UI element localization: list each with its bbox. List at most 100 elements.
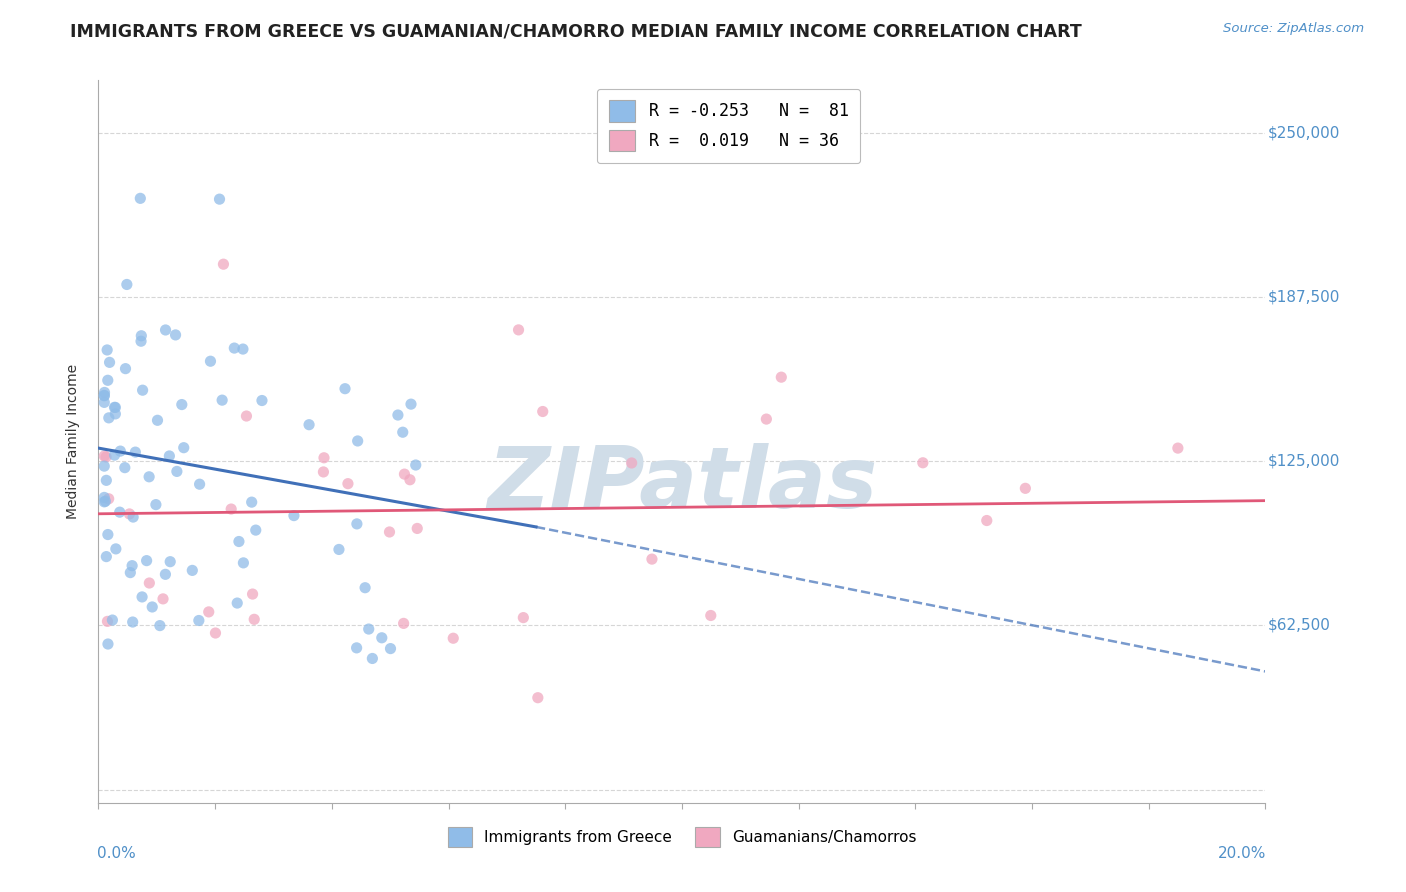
Point bbox=[122, 510, 145, 524]
Point bbox=[755, 412, 778, 426]
Point bbox=[131, 383, 153, 397]
Point bbox=[103, 401, 125, 415]
Point bbox=[96, 474, 118, 488]
Text: IMMIGRANTS FROM GREECE VS GUAMANIAN/CHAMORRO MEDIAN FAMILY INCOME CORRELATION CH: IMMIGRANTS FROM GREECE VS GUAMANIAN/CHAM… bbox=[70, 22, 1083, 40]
Point bbox=[228, 534, 250, 549]
Point bbox=[399, 473, 422, 487]
Point bbox=[620, 456, 643, 470]
Point bbox=[235, 409, 257, 423]
Point bbox=[149, 618, 172, 632]
Text: Source: ZipAtlas.com: Source: ZipAtlas.com bbox=[1223, 22, 1364, 36]
Point bbox=[391, 425, 413, 440]
Point bbox=[188, 477, 211, 491]
Point bbox=[94, 450, 117, 464]
Point bbox=[378, 524, 401, 539]
Point bbox=[387, 408, 409, 422]
Point bbox=[283, 508, 305, 523]
Point bbox=[232, 556, 254, 570]
Point bbox=[104, 407, 127, 421]
Point bbox=[110, 444, 132, 458]
Point bbox=[641, 552, 664, 566]
Point bbox=[346, 516, 368, 531]
Point bbox=[527, 690, 550, 705]
Point bbox=[200, 354, 222, 368]
Text: ZIPatlas: ZIPatlas bbox=[486, 443, 877, 526]
Point bbox=[357, 622, 380, 636]
Point bbox=[212, 257, 235, 271]
Point bbox=[173, 441, 195, 455]
Point bbox=[93, 385, 115, 400]
Point bbox=[97, 637, 120, 651]
Point bbox=[204, 626, 226, 640]
Point bbox=[152, 591, 174, 606]
Point bbox=[336, 476, 359, 491]
Point bbox=[250, 393, 273, 408]
Point bbox=[312, 465, 335, 479]
Point bbox=[146, 413, 169, 427]
Point bbox=[976, 514, 998, 528]
Point bbox=[346, 640, 368, 655]
Point bbox=[131, 590, 153, 604]
Point bbox=[93, 395, 115, 409]
Text: $187,500: $187,500 bbox=[1268, 290, 1340, 304]
Point bbox=[120, 566, 142, 580]
Point bbox=[101, 613, 124, 627]
Point bbox=[406, 521, 429, 535]
Point bbox=[129, 191, 152, 205]
Point bbox=[135, 554, 157, 568]
Point bbox=[232, 342, 254, 356]
Point bbox=[121, 615, 143, 629]
Point bbox=[328, 542, 350, 557]
Point bbox=[243, 612, 266, 626]
Point bbox=[392, 616, 415, 631]
Point bbox=[94, 494, 117, 508]
Point bbox=[97, 491, 120, 506]
Point bbox=[103, 448, 125, 462]
Point bbox=[97, 410, 120, 425]
Y-axis label: Median Family Income: Median Family Income bbox=[66, 364, 80, 519]
Point bbox=[242, 587, 264, 601]
Text: 0.0%: 0.0% bbox=[97, 847, 136, 861]
Point bbox=[770, 370, 793, 384]
Point bbox=[224, 341, 246, 355]
Point bbox=[531, 404, 554, 418]
Point bbox=[129, 334, 152, 349]
Point bbox=[93, 449, 115, 463]
Point bbox=[114, 361, 136, 376]
Legend: Immigrants from Greece, Guamanians/Chamorros: Immigrants from Greece, Guamanians/Chamo… bbox=[441, 822, 922, 853]
Point bbox=[97, 527, 120, 541]
Point bbox=[211, 393, 233, 408]
Point bbox=[1167, 441, 1189, 455]
Point bbox=[1014, 481, 1036, 495]
Point bbox=[121, 558, 143, 573]
Point bbox=[93, 389, 115, 403]
Point bbox=[97, 373, 120, 387]
Point bbox=[380, 641, 402, 656]
Point bbox=[312, 450, 335, 465]
Point bbox=[138, 470, 160, 484]
Point bbox=[240, 495, 263, 509]
Point bbox=[700, 608, 723, 623]
Point bbox=[93, 459, 115, 474]
Point bbox=[98, 355, 121, 369]
Point bbox=[93, 491, 115, 505]
Point bbox=[96, 615, 118, 629]
Point bbox=[155, 567, 177, 582]
Point bbox=[145, 498, 167, 512]
Point bbox=[166, 464, 188, 478]
Point bbox=[104, 401, 127, 415]
Point bbox=[394, 467, 416, 482]
Point bbox=[441, 632, 464, 646]
Point bbox=[93, 388, 115, 402]
Point bbox=[187, 614, 209, 628]
Point bbox=[512, 610, 534, 624]
Point bbox=[181, 563, 204, 577]
Point bbox=[115, 277, 138, 292]
Point bbox=[197, 605, 219, 619]
Point bbox=[245, 523, 267, 537]
Point bbox=[96, 343, 118, 357]
Point bbox=[165, 327, 187, 342]
Point bbox=[108, 505, 131, 519]
Point bbox=[405, 458, 427, 472]
Point bbox=[226, 596, 249, 610]
